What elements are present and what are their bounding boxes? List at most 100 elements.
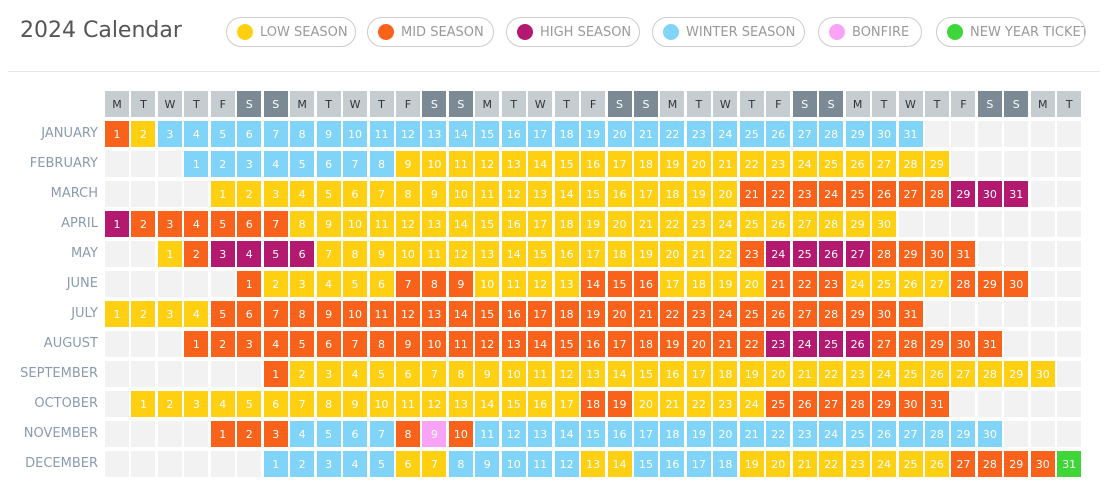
day-cell: 23 [819, 271, 844, 297]
day-cell: 12 [395, 121, 420, 147]
day-cell: 10 [448, 181, 473, 207]
day-cell: 18 [686, 271, 711, 297]
day-cell: 4 [210, 391, 235, 417]
day-cell: 7 [395, 271, 420, 297]
day-cell: 18 [634, 151, 658, 177]
day-cell: 30 [898, 391, 923, 417]
month-label: SEPTEMBER [20, 366, 98, 381]
day-cell: 19 [581, 211, 606, 237]
day-cell: 10 [501, 361, 526, 387]
day-cell: 28 [872, 241, 897, 267]
day-cell: 26 [845, 331, 870, 357]
empty-cell [157, 151, 182, 177]
day-cell: 9 [475, 451, 500, 477]
empty-cell [1030, 271, 1055, 297]
day-cell: 12 [475, 151, 500, 177]
empty-cell [184, 181, 209, 207]
day-cell: 25 [845, 421, 870, 447]
day-cell: 29 [924, 151, 949, 177]
day-cell: 14 [528, 151, 553, 177]
day-cell: 21 [739, 181, 764, 207]
weekday-header: W [528, 91, 553, 117]
day-cell: 1 [210, 421, 235, 447]
day-cell: 13 [528, 181, 553, 207]
legend-item[interactable]: NEW YEAR TICKETS [936, 17, 1086, 47]
weekday-header: S [634, 91, 658, 117]
day-cell: 6 [343, 421, 368, 447]
day-cell: 12 [422, 391, 447, 417]
day-cell: 18 [660, 421, 685, 447]
day-cell: 4 [343, 451, 368, 477]
empty-cell [1004, 151, 1029, 177]
day-cell: 6 [316, 151, 341, 177]
empty-cell [1004, 421, 1029, 447]
day-cell: 23 [713, 391, 738, 417]
day-cell: 14 [607, 451, 632, 477]
day-cell: 17 [607, 331, 632, 357]
empty-cell [131, 151, 156, 177]
empty-cell [131, 421, 156, 447]
day-cell: 6 [395, 361, 420, 387]
day-cell: 15 [475, 211, 500, 237]
day-cell: 23 [766, 151, 791, 177]
day-cell: 19 [686, 181, 711, 207]
legend-label: HIGH SEASON [540, 24, 632, 40]
day-cell: 27 [792, 121, 817, 147]
day-cell: 8 [448, 451, 473, 477]
day-cell: 3 [263, 181, 288, 207]
day-cell: 23 [686, 211, 711, 237]
empty-cell [1004, 331, 1029, 357]
legend-item[interactable]: MID SEASON [367, 17, 494, 47]
legend-item[interactable]: WINTER SEASON [652, 17, 805, 47]
day-cell: 9 [422, 181, 447, 207]
weekday-header: M [1030, 91, 1055, 117]
month-label: JANUARY [41, 126, 98, 141]
day-cell: 19 [660, 151, 685, 177]
day-cell: 2 [237, 421, 262, 447]
legend-item[interactable]: LOW SEASON [226, 17, 356, 47]
day-cell: 21 [634, 211, 658, 237]
weekday-header: T [501, 91, 526, 117]
weekday-header: T [739, 91, 764, 117]
day-cell: 13 [581, 361, 606, 387]
day-cell: 18 [713, 361, 738, 387]
day-cell: 6 [263, 391, 288, 417]
day-cell: 8 [290, 211, 315, 237]
day-cell: 5 [210, 211, 235, 237]
day-cell: 12 [554, 451, 579, 477]
day-cell: 6 [395, 451, 420, 477]
empty-cell [184, 271, 209, 297]
day-cell: 13 [501, 331, 526, 357]
empty-cell [1030, 151, 1055, 177]
day-cell: 21 [739, 421, 764, 447]
empty-cell [898, 211, 923, 237]
day-cell: 11 [395, 391, 420, 417]
empty-cell [105, 391, 129, 417]
day-cell: 3 [157, 121, 182, 147]
day-cell: 1 [184, 331, 209, 357]
legend-item[interactable]: HIGH SEASON [506, 17, 640, 47]
day-cell: 7 [343, 151, 368, 177]
day-cell: 16 [501, 211, 526, 237]
day-cell: 1 [131, 391, 156, 417]
day-cell: 17 [660, 271, 685, 297]
day-cell: 22 [660, 301, 685, 327]
day-cell: 25 [739, 211, 764, 237]
day-cell: 9 [316, 121, 341, 147]
day-cell: 2 [184, 241, 209, 267]
legend-item[interactable]: BONFIRE [818, 17, 922, 47]
day-cell: 16 [554, 241, 579, 267]
day-cell: 6 [369, 271, 394, 297]
day-cell: 5 [210, 121, 235, 147]
day-cell: 5 [369, 451, 394, 477]
day-cell: 7 [422, 451, 447, 477]
day-cell: 25 [819, 151, 844, 177]
day-cell: 1 [184, 151, 209, 177]
legend-label: MID SEASON [401, 24, 484, 40]
empty-cell [1004, 391, 1029, 417]
day-cell: 28 [819, 121, 844, 147]
legend-dot [378, 24, 394, 40]
day-cell: 22 [766, 181, 791, 207]
day-cell: 20 [634, 391, 658, 417]
day-cell: 10 [501, 451, 526, 477]
